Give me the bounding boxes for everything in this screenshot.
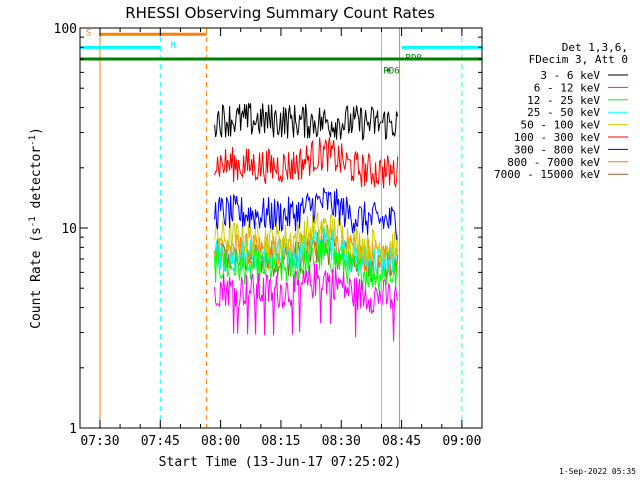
y-label-end: ): [29, 127, 44, 135]
legend-label: 100 - 300 keV: [514, 131, 600, 144]
x-tick-label: 07:45: [141, 434, 180, 449]
y-tick-label: 10: [61, 222, 77, 237]
series-line-5: [214, 137, 399, 189]
legend-label: 800 - 7000 keV: [507, 156, 600, 169]
x-tick-label: 07:30: [80, 434, 119, 449]
series-line-6: [214, 187, 398, 240]
annotation-s: S: [86, 29, 91, 39]
legend-label: 25 - 50 keV: [527, 106, 600, 119]
legend-label: 300 - 800 keV: [514, 143, 600, 156]
legend-label: 3 - 6 keV: [540, 69, 600, 82]
legend-label: 6 - 12 keV: [534, 81, 601, 94]
y-label-main: Count Rate (s: [29, 227, 44, 329]
x-axis-label: Start Time (13-Jun-17 07:25:02): [159, 455, 402, 470]
y-label-mid: detector: [29, 146, 44, 217]
x-tick-label: 08:30: [322, 434, 361, 449]
series-line-1: [214, 263, 399, 342]
y-tick-label: 1: [69, 422, 77, 437]
legend-header-line: FDecim 3, Att 0: [529, 53, 628, 66]
series-line-0: [214, 103, 399, 141]
annotation-rd6: RD6: [383, 67, 399, 77]
rd-marker-dot: [387, 68, 391, 72]
y-tick-label: 100: [54, 22, 77, 37]
overlay-layer: S N RD0 RD6: [80, 28, 482, 428]
x-tick-label: 08:00: [201, 434, 240, 449]
annotation-n: N: [170, 41, 175, 51]
footer-date: 1-Sep-2022 05:35: [559, 467, 636, 476]
legend-header-line: Det 1,3,6,: [562, 41, 628, 54]
series-line-4: [214, 212, 399, 263]
axis-layer: 1 10 100 07:30 07:45 08:00 08:15 08:30 08:45 09:0…: [54, 22, 483, 449]
x-tick-label: 08:15: [261, 434, 300, 449]
plot-frame: [79, 27, 483, 429]
legend-label: 7000 - 15000 keV: [494, 168, 600, 181]
data-layer: [214, 103, 399, 342]
y-label-sup1: -1: [28, 216, 38, 227]
x-tick-label: 09:00: [442, 434, 481, 449]
y-axis-label: Count Rate (s-1 detector-1): [28, 127, 44, 329]
series-line-2: [214, 239, 399, 291]
chart-title: RHESSI Observing Summary Count Rates: [125, 4, 435, 22]
legend-label: 12 - 25 keV: [527, 94, 600, 107]
y-label-sup2: -1: [28, 135, 38, 146]
annotation-rd0: RD0: [406, 54, 422, 64]
x-tick-label: 08:45: [382, 434, 421, 449]
legend-label: 50 - 100 keV: [521, 119, 601, 132]
